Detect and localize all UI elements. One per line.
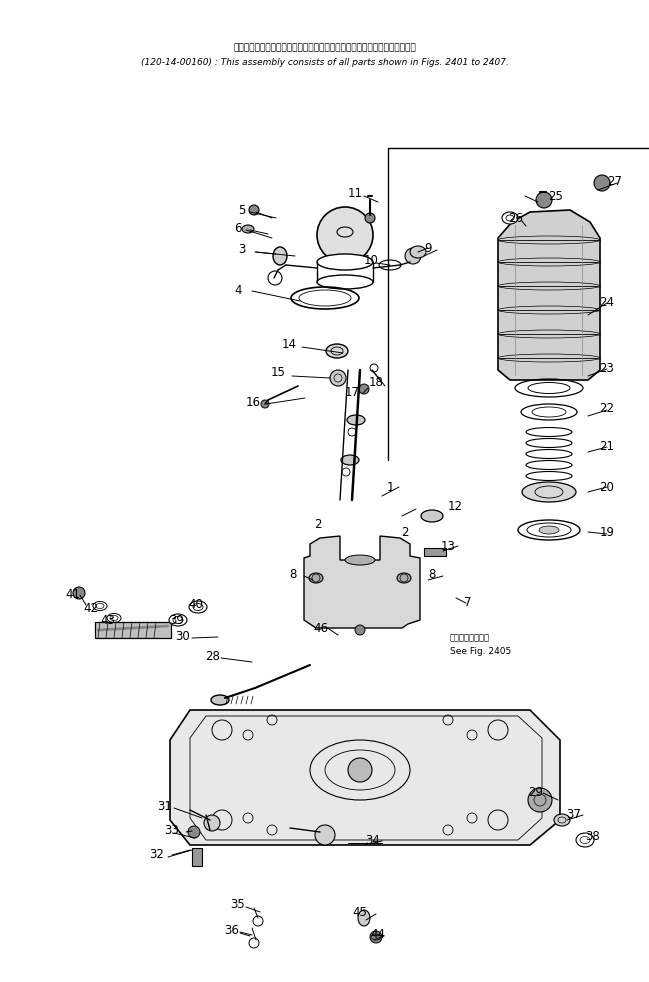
Bar <box>424 548 446 556</box>
Text: 8: 8 <box>289 568 297 580</box>
Text: 22: 22 <box>600 403 615 415</box>
Ellipse shape <box>211 695 229 705</box>
Text: 2: 2 <box>314 518 322 530</box>
Text: 13: 13 <box>441 539 456 553</box>
Text: 16: 16 <box>245 396 260 409</box>
Ellipse shape <box>410 246 426 258</box>
Text: 11: 11 <box>347 187 363 199</box>
Circle shape <box>204 815 220 831</box>
Text: 41: 41 <box>66 587 80 601</box>
Ellipse shape <box>169 614 187 626</box>
Text: 46: 46 <box>313 622 328 634</box>
Circle shape <box>188 826 200 838</box>
Text: 45: 45 <box>352 905 367 918</box>
Ellipse shape <box>554 814 570 826</box>
Text: (120-14-00160) : This assembly consists of all parts shown in Figs. 2401 to 2407: (120-14-00160) : This assembly consists … <box>141 58 508 67</box>
Text: 38: 38 <box>585 830 600 843</box>
Text: 21: 21 <box>600 440 615 453</box>
Text: 9: 9 <box>424 242 432 254</box>
Ellipse shape <box>242 225 254 233</box>
Circle shape <box>405 248 421 264</box>
Text: 43: 43 <box>101 615 116 627</box>
Text: 1: 1 <box>386 480 394 494</box>
Text: 15: 15 <box>271 366 286 379</box>
Text: 2: 2 <box>401 525 409 538</box>
Circle shape <box>536 192 552 208</box>
Text: 32: 32 <box>149 848 164 861</box>
Text: 39: 39 <box>169 614 184 627</box>
Circle shape <box>73 587 85 599</box>
Text: 29: 29 <box>528 787 543 799</box>
Text: 17: 17 <box>345 386 360 399</box>
Text: 19: 19 <box>600 526 615 539</box>
Text: 35: 35 <box>230 899 245 911</box>
Polygon shape <box>170 710 560 845</box>
Text: 27: 27 <box>607 175 622 188</box>
Text: 20: 20 <box>600 480 615 494</box>
Text: 12: 12 <box>448 500 463 513</box>
Text: 31: 31 <box>158 799 173 812</box>
Text: 7: 7 <box>464 596 472 610</box>
Circle shape <box>359 384 369 394</box>
Text: 23: 23 <box>600 362 615 375</box>
Ellipse shape <box>189 601 207 613</box>
Ellipse shape <box>317 254 373 270</box>
Text: 第２４０５図参照: 第２４０５図参照 <box>450 633 490 642</box>
Text: 14: 14 <box>282 339 297 352</box>
Ellipse shape <box>522 482 576 502</box>
Circle shape <box>261 400 269 408</box>
Text: 3: 3 <box>238 243 246 255</box>
Polygon shape <box>498 210 600 380</box>
Ellipse shape <box>347 415 365 425</box>
Text: 33: 33 <box>165 825 179 838</box>
Ellipse shape <box>397 573 411 583</box>
Ellipse shape <box>317 275 373 289</box>
Text: 18: 18 <box>369 376 384 390</box>
Text: 28: 28 <box>206 649 221 663</box>
Circle shape <box>249 205 259 215</box>
Text: 10: 10 <box>363 254 378 267</box>
Text: 24: 24 <box>600 296 615 308</box>
Text: 34: 34 <box>365 834 380 846</box>
Ellipse shape <box>309 573 323 583</box>
Circle shape <box>355 625 365 635</box>
Ellipse shape <box>358 910 370 926</box>
Ellipse shape <box>539 526 559 534</box>
Ellipse shape <box>326 344 348 358</box>
Text: 26: 26 <box>509 211 524 225</box>
Ellipse shape <box>421 510 443 522</box>
Circle shape <box>594 175 610 191</box>
Ellipse shape <box>341 455 359 465</box>
Circle shape <box>528 788 552 812</box>
Bar <box>95 622 171 638</box>
Text: 5: 5 <box>238 203 246 216</box>
Text: 6: 6 <box>234 222 241 235</box>
Text: See Fig. 2405: See Fig. 2405 <box>450 647 511 657</box>
Text: 42: 42 <box>84 602 99 615</box>
Text: 30: 30 <box>176 629 190 642</box>
Text: 44: 44 <box>371 928 386 941</box>
Text: 37: 37 <box>567 808 582 822</box>
Text: このアセンブリの構成部品は第２４．１図から第２４．７図まで含みます．: このアセンブリの構成部品は第２４．１図から第２４．７図まで含みます． <box>233 43 416 52</box>
Circle shape <box>365 213 375 223</box>
Circle shape <box>315 825 335 845</box>
Circle shape <box>370 931 382 943</box>
Ellipse shape <box>345 555 375 565</box>
Ellipse shape <box>273 247 287 265</box>
Text: 4: 4 <box>234 285 241 298</box>
Circle shape <box>348 758 372 782</box>
Text: 25: 25 <box>548 190 563 202</box>
Bar <box>192 848 202 866</box>
Text: 40: 40 <box>189 598 203 612</box>
Text: 8: 8 <box>428 568 435 580</box>
Text: 36: 36 <box>225 923 239 937</box>
Ellipse shape <box>502 212 518 224</box>
Circle shape <box>330 370 346 386</box>
Circle shape <box>317 207 373 263</box>
Polygon shape <box>304 536 420 628</box>
